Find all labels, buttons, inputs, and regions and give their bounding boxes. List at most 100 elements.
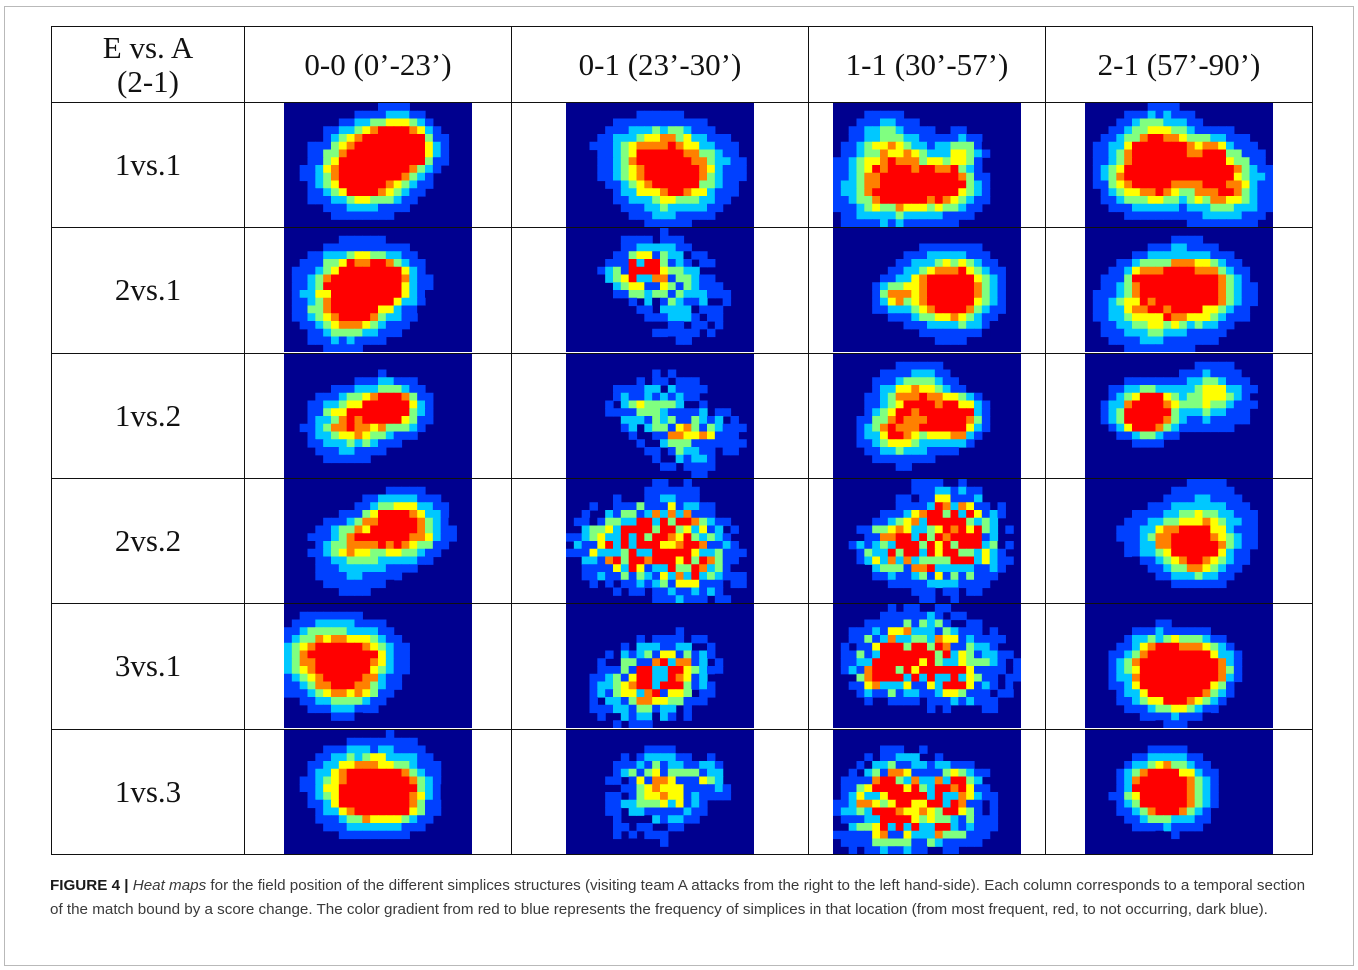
heatmap-cell-mark [378, 548, 387, 558]
heatmap-cell-mark [331, 344, 340, 353]
heatmap-cell-mark [691, 510, 700, 519]
heatmap-cell-mark [974, 259, 983, 268]
heatmap-cell-mark [880, 799, 889, 808]
heatmap-cell-mark [919, 579, 928, 589]
heatmap-cell-mark [1085, 305, 1094, 315]
heatmap-cell-mark [378, 141, 387, 151]
heatmap-cell-mark [966, 619, 975, 629]
heatmap-cell-mark [1186, 369, 1196, 378]
heatmap-cell-mark [675, 377, 685, 386]
heatmap-cell-mark [1210, 494, 1219, 503]
heatmap-cell-mark [1233, 674, 1243, 683]
heatmap-cell-mark [323, 274, 332, 284]
heatmap-cell-mark [1108, 290, 1117, 299]
heatmap-cell-mark [958, 243, 967, 253]
heatmap-cell-mark [660, 830, 669, 839]
heatmap-cell-mark [1116, 188, 1125, 197]
heatmap-cell-mark [683, 595, 692, 604]
heatmap-cell-mark [323, 705, 332, 714]
heatmap-cell-mark [887, 298, 897, 307]
heatmap-cell-mark [315, 313, 324, 323]
heatmap-cell-mark [1194, 126, 1204, 135]
heatmap-cell-mark [934, 321, 944, 330]
heatmap-cell-mark [856, 784, 865, 793]
heatmap-cell-mark [1155, 650, 1164, 660]
heatmap-cell-mark [315, 157, 324, 166]
heatmap-cell-mark [1179, 705, 1188, 714]
heatmap-cell-mark [958, 298, 967, 307]
heatmap-cell-mark [864, 689, 873, 699]
heatmap-cell-mark [1218, 666, 1227, 675]
heatmap-cell-mark [613, 392, 622, 401]
heatmap-cell-mark [675, 745, 685, 754]
heatmap-cell-mark [401, 666, 410, 675]
heatmap-cell-mark [1249, 298, 1258, 307]
heatmap-cell-mark [683, 784, 692, 793]
heatmap-cell-mark [605, 666, 614, 675]
heatmap-cell-mark [974, 572, 983, 581]
heatmap-cell-mark [299, 697, 309, 706]
heatmap-cell-mark [354, 384, 363, 394]
heatmap-cell-mark [738, 165, 747, 174]
heatmap-cell-mark [1132, 392, 1141, 401]
heatmap-cell-mark [934, 180, 944, 190]
heatmap-cell-mark [1179, 329, 1188, 338]
heatmap-cell-mark [691, 807, 700, 816]
heatmap-cell-mark [1139, 211, 1149, 221]
heatmap-cell-mark [605, 579, 614, 589]
heatmap-cell-mark [1171, 815, 1180, 824]
heatmap-cell-mark [644, 681, 653, 691]
heatmap-cell-mark [1233, 650, 1243, 660]
heatmap-cell-mark [1241, 165, 1251, 174]
heatmap-cell-mark [887, 211, 897, 221]
heatmap-cell-mark [942, 274, 952, 284]
heatmap-cell-mark [338, 454, 348, 463]
heatmap-cell [511, 603, 809, 730]
heatmap-cell-mark [644, 157, 653, 166]
heatmap-cell-mark [1092, 157, 1102, 166]
heatmap-cell-mark [1218, 689, 1227, 699]
heatmap-cell-mark [675, 172, 685, 182]
heatmap-cell-mark [934, 486, 944, 496]
heatmap-cell-mark [1155, 776, 1164, 785]
heatmap-cell-mark [934, 760, 944, 770]
heatmap-cell-mark [1139, 392, 1149, 401]
heatmap-cell-mark [1202, 336, 1211, 346]
heatmap-cell-mark [927, 494, 936, 503]
heatmap-cell-mark [1210, 643, 1219, 652]
heatmap-cell-mark [331, 822, 340, 832]
heatmap-cell-mark [675, 180, 685, 190]
heatmap-cell-mark [605, 681, 614, 691]
heatmap-cell-mark [887, 619, 897, 629]
heatmap-cell-mark [1179, 290, 1188, 299]
heatmap-cell-mark [613, 776, 622, 785]
heatmap-cell-mark [354, 415, 363, 425]
heatmap-cell-mark [1124, 392, 1133, 401]
heatmap-cell [1045, 477, 1313, 605]
heatmap-cell-mark [1186, 517, 1196, 527]
heatmap-cell-mark [974, 658, 983, 668]
heatmap-cell-mark [401, 822, 410, 832]
heatmap-cell-mark [1132, 259, 1141, 268]
heatmap-cell-mark [840, 165, 850, 174]
heatmap-cell-mark [1124, 329, 1133, 338]
heatmap-cell-mark [1139, 196, 1149, 205]
heatmap-cell-mark [597, 267, 606, 276]
heatmap-cell-mark [942, 203, 952, 213]
heatmap-cell-mark [1139, 705, 1149, 714]
heatmap-cell-mark [605, 674, 614, 683]
heatmap-cell-mark [362, 336, 371, 346]
heatmap-cell-mark [1116, 643, 1125, 652]
heatmap-cell-mark [683, 502, 692, 511]
heatmap-cell-mark [927, 377, 936, 386]
heatmap-cell-mark [911, 369, 920, 378]
heatmap-cell-mark [1147, 822, 1157, 832]
heatmap-cell-mark [675, 635, 685, 644]
heatmap-cell-mark [1179, 510, 1188, 519]
heatmap-cell-mark [919, 745, 928, 754]
heatmap-cell-mark [1233, 180, 1243, 190]
heatmap-cell-mark [699, 548, 708, 558]
heatmap-cell-mark [919, 643, 928, 652]
heatmap-cell-mark [307, 141, 316, 151]
heatmap-cell-mark [1139, 556, 1149, 565]
